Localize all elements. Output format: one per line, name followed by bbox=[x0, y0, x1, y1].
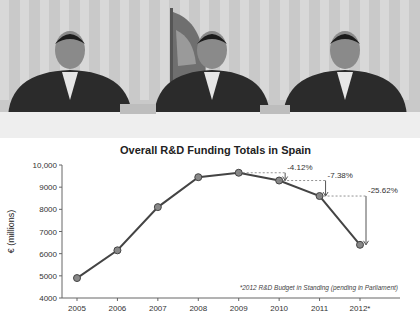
bracket-line bbox=[239, 172, 285, 173]
bracket-arrow bbox=[283, 177, 288, 181]
papers bbox=[120, 104, 156, 114]
x-tick-label: 2006 bbox=[109, 304, 127, 313]
y-tick bbox=[59, 165, 62, 166]
bracket-arrow bbox=[323, 192, 328, 196]
y-tick bbox=[59, 231, 62, 232]
curtain-stripe bbox=[120, 0, 129, 100]
chart-bg bbox=[0, 138, 420, 325]
marks bbox=[74, 169, 364, 281]
x-tick-label: 2010 bbox=[270, 304, 288, 313]
bracket-line bbox=[320, 196, 366, 197]
y-tick-label: 7000 bbox=[39, 228, 57, 237]
shirt bbox=[62, 72, 78, 100]
chart-title: Overall R&D Funding Totals in Spain bbox=[120, 144, 311, 156]
hair bbox=[197, 34, 227, 44]
curtain-stripe bbox=[260, 0, 269, 100]
y-tick-label: 6000 bbox=[39, 250, 57, 259]
shirt bbox=[337, 72, 353, 100]
x-tick-label: 2007 bbox=[149, 304, 167, 313]
y-tick bbox=[59, 187, 62, 188]
x-tick bbox=[279, 298, 280, 301]
photo bbox=[0, 0, 420, 138]
papers bbox=[260, 105, 290, 114]
y-tick-label: 10,000 bbox=[33, 161, 58, 170]
person-head bbox=[55, 31, 85, 69]
curtain-stripe bbox=[400, 0, 409, 100]
annotation: -25.62% bbox=[368, 186, 398, 195]
x-tick bbox=[198, 298, 199, 301]
data-point bbox=[195, 174, 202, 181]
y-tick-label: 8000 bbox=[39, 205, 57, 214]
person-head bbox=[330, 31, 360, 69]
footnote: *2012 R&D Budget in Standing (pending in… bbox=[240, 284, 398, 292]
annotation: -4.12% bbox=[287, 163, 312, 172]
x-tick-label: 2005 bbox=[68, 304, 86, 313]
x-tick bbox=[157, 298, 158, 301]
shirt bbox=[204, 72, 220, 100]
y-axis-title: € (millions) bbox=[6, 210, 16, 254]
y-tick-label: 9000 bbox=[39, 183, 57, 192]
hair bbox=[55, 34, 85, 44]
bracket-line bbox=[279, 180, 325, 181]
canvas: Overall R&D Funding Totals in Spain € (mi… bbox=[0, 0, 420, 325]
hair bbox=[330, 34, 360, 44]
bracket-line bbox=[325, 181, 326, 197]
table bbox=[0, 112, 420, 138]
data-point bbox=[114, 247, 121, 254]
x-axis bbox=[62, 298, 400, 299]
y-tick bbox=[59, 209, 62, 210]
x-tick-label: 2012* bbox=[350, 304, 371, 313]
data-line bbox=[77, 173, 360, 278]
curtain-stripe bbox=[140, 0, 149, 100]
y-tick-label: 4000 bbox=[39, 294, 57, 303]
x-tick-label: 2009 bbox=[230, 304, 248, 313]
x-tick-label: 2008 bbox=[189, 304, 207, 313]
y-tick-label: 5000 bbox=[39, 272, 57, 281]
x-tick bbox=[360, 298, 361, 301]
flag-stripe bbox=[176, 30, 196, 66]
x-tick bbox=[117, 298, 118, 301]
y-tick bbox=[59, 275, 62, 276]
curtain-stripe bbox=[0, 0, 9, 100]
y-tick bbox=[59, 298, 62, 299]
x-tick bbox=[238, 298, 239, 301]
data-point bbox=[357, 241, 364, 248]
bracket-line bbox=[366, 196, 367, 245]
curtain-stripe bbox=[280, 0, 289, 100]
x-tick bbox=[77, 298, 78, 301]
x-tick-label: 2011 bbox=[311, 304, 329, 313]
annotation: -7.38% bbox=[328, 171, 353, 180]
person-head bbox=[197, 31, 227, 69]
y-tick bbox=[59, 253, 62, 254]
x-tick bbox=[319, 298, 320, 301]
photo-bg bbox=[0, 0, 420, 138]
bracket-arrow bbox=[364, 241, 369, 245]
data-point bbox=[154, 204, 161, 211]
data-point bbox=[74, 275, 81, 282]
